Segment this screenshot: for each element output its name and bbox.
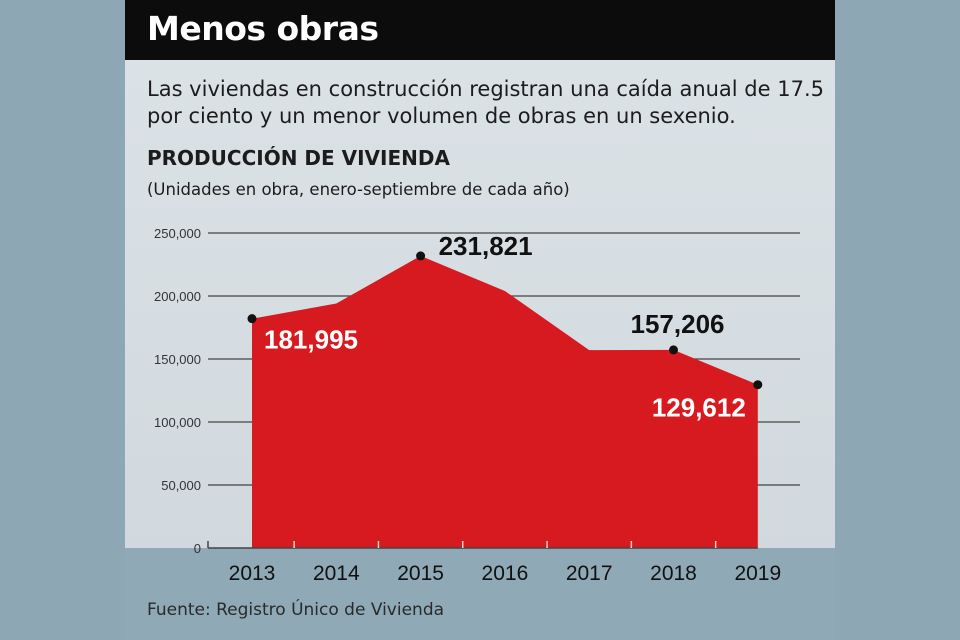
- x-tick-label: 2013: [229, 562, 276, 585]
- y-tick-label: 100,000: [154, 415, 201, 430]
- data-label: 231,821: [439, 231, 533, 261]
- x-tick-label: 2014: [313, 562, 360, 585]
- data-label: 157,206: [631, 309, 725, 339]
- y-tick-label: 50,000: [161, 478, 201, 493]
- subtitle: Las viviendas en construcción registran …: [147, 77, 824, 128]
- x-tick-label: 2019: [734, 562, 781, 585]
- y-tick-label: 150,000: [154, 352, 201, 367]
- data-point-marker: [416, 251, 426, 261]
- data-label: 181,995: [264, 325, 358, 355]
- chart-subtitle: (Unidades en obra, enero-septiembre de c…: [147, 180, 570, 199]
- area-chart: 0 50,000 100,000 150,000 200,000 250,000 2013 2…: [154, 226, 800, 585]
- data-point-marker: [753, 380, 763, 390]
- x-tick-label: 2018: [650, 562, 697, 585]
- y-tick-label: 200,000: [154, 289, 201, 304]
- header-bar: Menos obras: [125, 0, 835, 60]
- x-tick-label: 2017: [566, 562, 613, 585]
- page-title: Menos obras: [147, 9, 379, 48]
- chart-title: PRODUCCIÓN DE VIVIENDA: [147, 146, 450, 170]
- y-tick-label: 250,000: [154, 226, 201, 241]
- x-tick-label: 2015: [397, 562, 444, 585]
- area-fill: [252, 255, 758, 549]
- infographic-panel: Menos obras Las viviendas en construcció…: [125, 0, 835, 640]
- x-tick-label: 2016: [482, 562, 529, 585]
- y-tick-label: 0: [194, 541, 201, 556]
- source-note: Fuente: Registro Único de Vivienda: [147, 600, 445, 620]
- data-point-marker: [247, 314, 257, 324]
- data-label: 129,612: [652, 393, 746, 423]
- data-point-marker: [669, 345, 678, 355]
